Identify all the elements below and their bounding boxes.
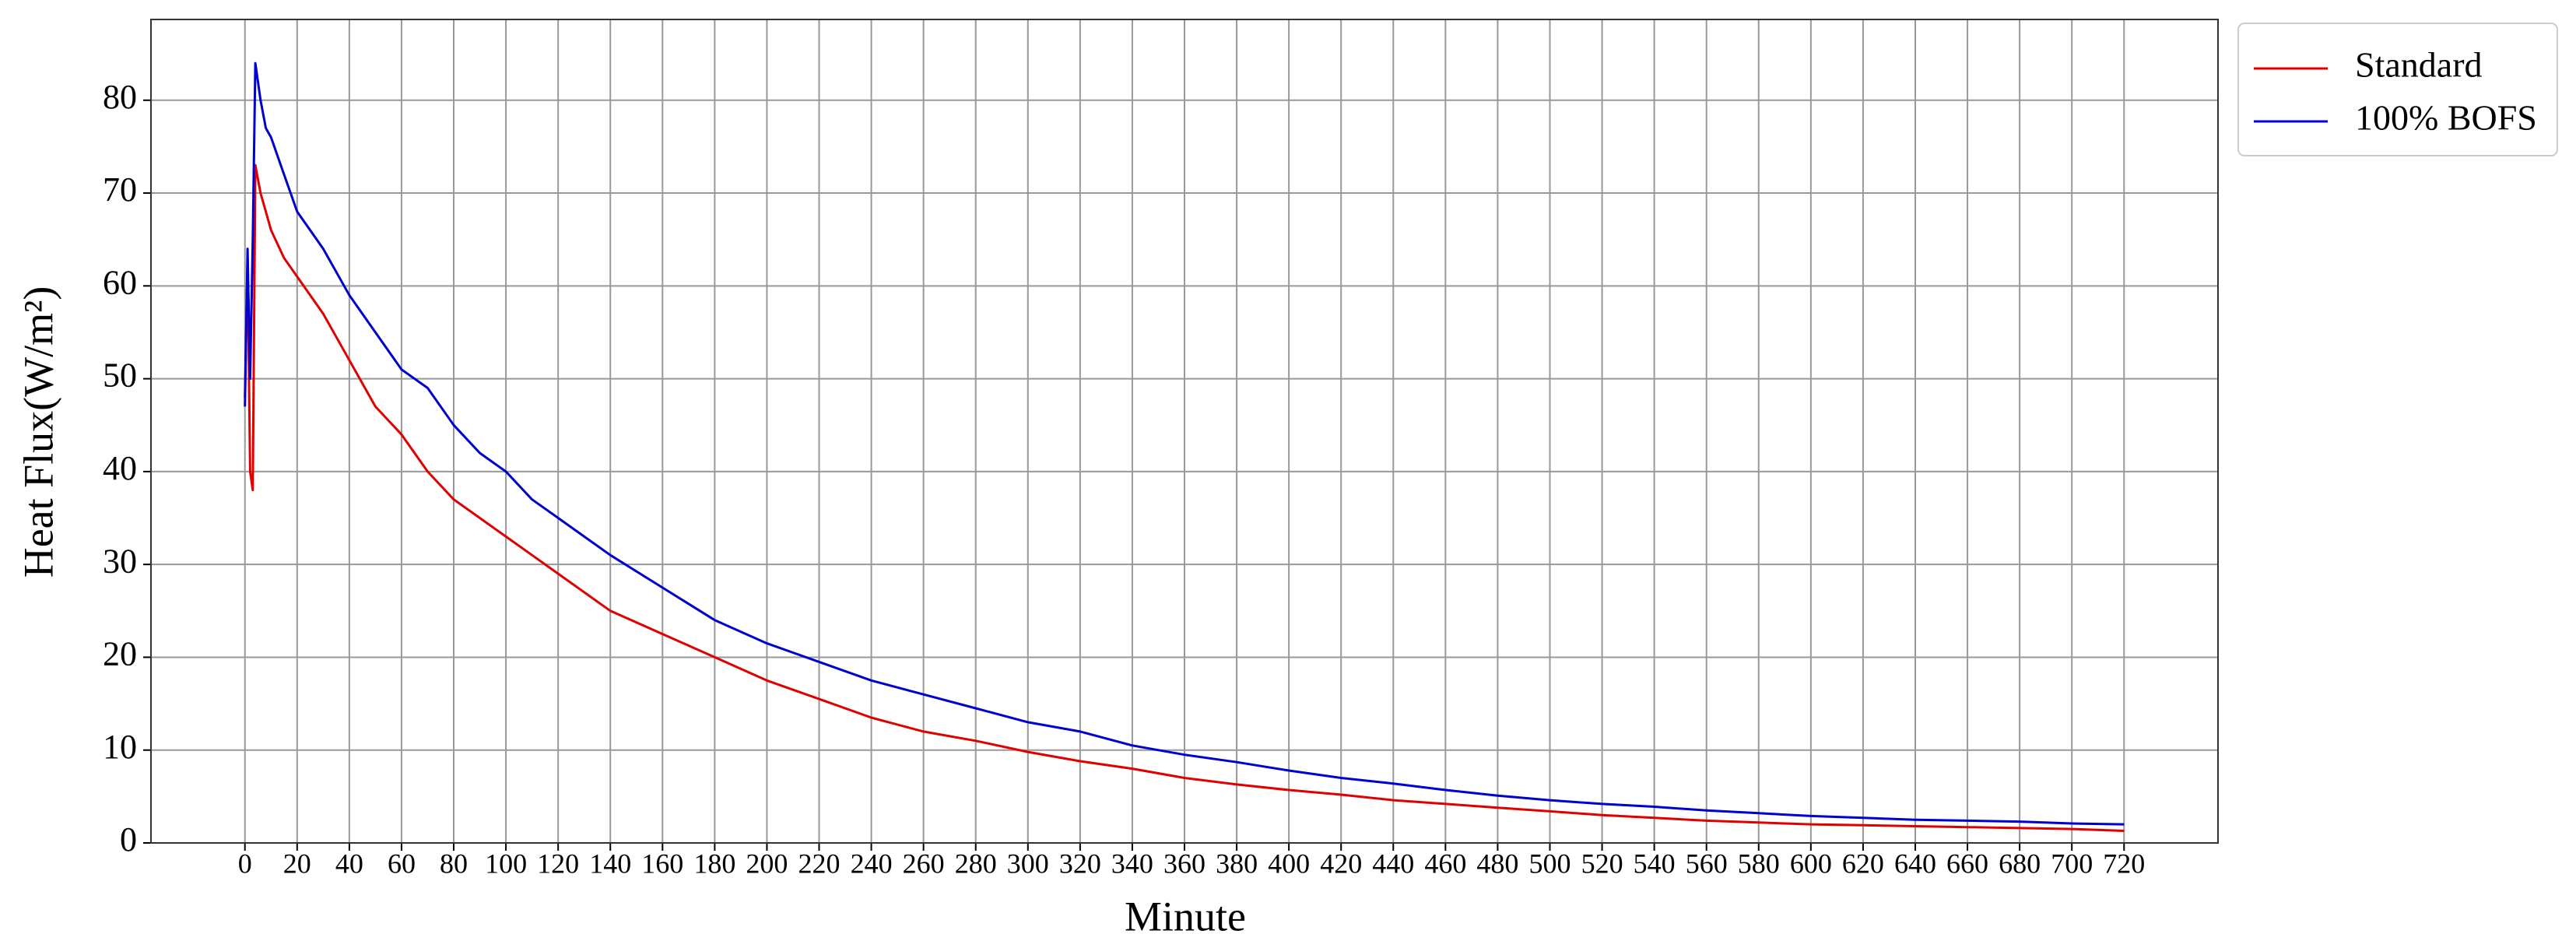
x-tick-label: 0: [238, 848, 252, 879]
x-tick-label: 440: [1372, 848, 1414, 879]
x-tick-label: 240: [851, 848, 893, 879]
x-axis-label: Minute: [1125, 893, 1246, 939]
x-tick-label: 520: [1581, 848, 1623, 879]
x-tick-label: 160: [641, 848, 683, 879]
x-tick-label: 400: [1268, 848, 1310, 879]
y-tick-label: 10: [103, 728, 137, 766]
legend-label: Standard: [2355, 45, 2483, 85]
x-tick-label: 640: [1894, 848, 1936, 879]
series-line: [244, 61, 2125, 826]
y-tick-label: 20: [103, 635, 137, 673]
x-tick-label: 180: [693, 848, 735, 879]
y-tick-label: 80: [103, 78, 137, 116]
y-tick-label: 0: [120, 820, 137, 858]
x-tick-label: 480: [1476, 848, 1518, 879]
x-tick-label: 420: [1320, 848, 1362, 879]
y-tick-label: 30: [103, 542, 137, 580]
x-tick-label: 140: [589, 848, 631, 879]
x-tick-label: 680: [1999, 848, 2041, 879]
x-tick-label: 340: [1111, 848, 1153, 879]
y-tick-label: 50: [103, 356, 137, 395]
plot-frame: [150, 19, 2219, 844]
x-tick-label: 320: [1059, 848, 1101, 879]
x-tick-label: 380: [1216, 848, 1258, 879]
x-tick-label: 20: [283, 848, 311, 879]
x-tick-label: 660: [1946, 848, 1988, 879]
y-tick-label: 60: [103, 263, 137, 301]
x-tick-label: 580: [1738, 848, 1780, 879]
x-tick-label: 60: [388, 848, 416, 879]
y-tick-label: 70: [103, 170, 137, 209]
x-tick-label: 360: [1163, 848, 1206, 879]
x-tick-label: 620: [1842, 848, 1884, 879]
y-axis-label: Heat Flux(W/m²): [15, 286, 61, 578]
series-line: [244, 163, 2125, 832]
x-tick-label: 540: [1634, 848, 1676, 879]
x-tick-label: 280: [955, 848, 997, 879]
x-tick-label: 40: [335, 848, 363, 879]
y-tick-label: 40: [103, 449, 137, 487]
x-tick-label: 700: [2051, 848, 2093, 879]
x-tick-label: 120: [537, 848, 579, 879]
x-tick-label: 300: [1007, 848, 1049, 879]
x-tick-label: 260: [903, 848, 945, 879]
x-tick-label: 600: [1790, 848, 1832, 879]
x-tick-label: 720: [2103, 848, 2145, 879]
x-tick-label: 460: [1424, 848, 1466, 879]
x-tick-label: 80: [440, 848, 468, 879]
x-tick-label: 560: [1686, 848, 1728, 879]
legend-label: 100% BOFS: [2355, 98, 2537, 138]
x-tick-label: 220: [798, 848, 841, 879]
x-tick-label: 200: [746, 848, 788, 879]
x-tick-label: 500: [1528, 848, 1571, 879]
x-tick-label: 100: [485, 848, 527, 879]
